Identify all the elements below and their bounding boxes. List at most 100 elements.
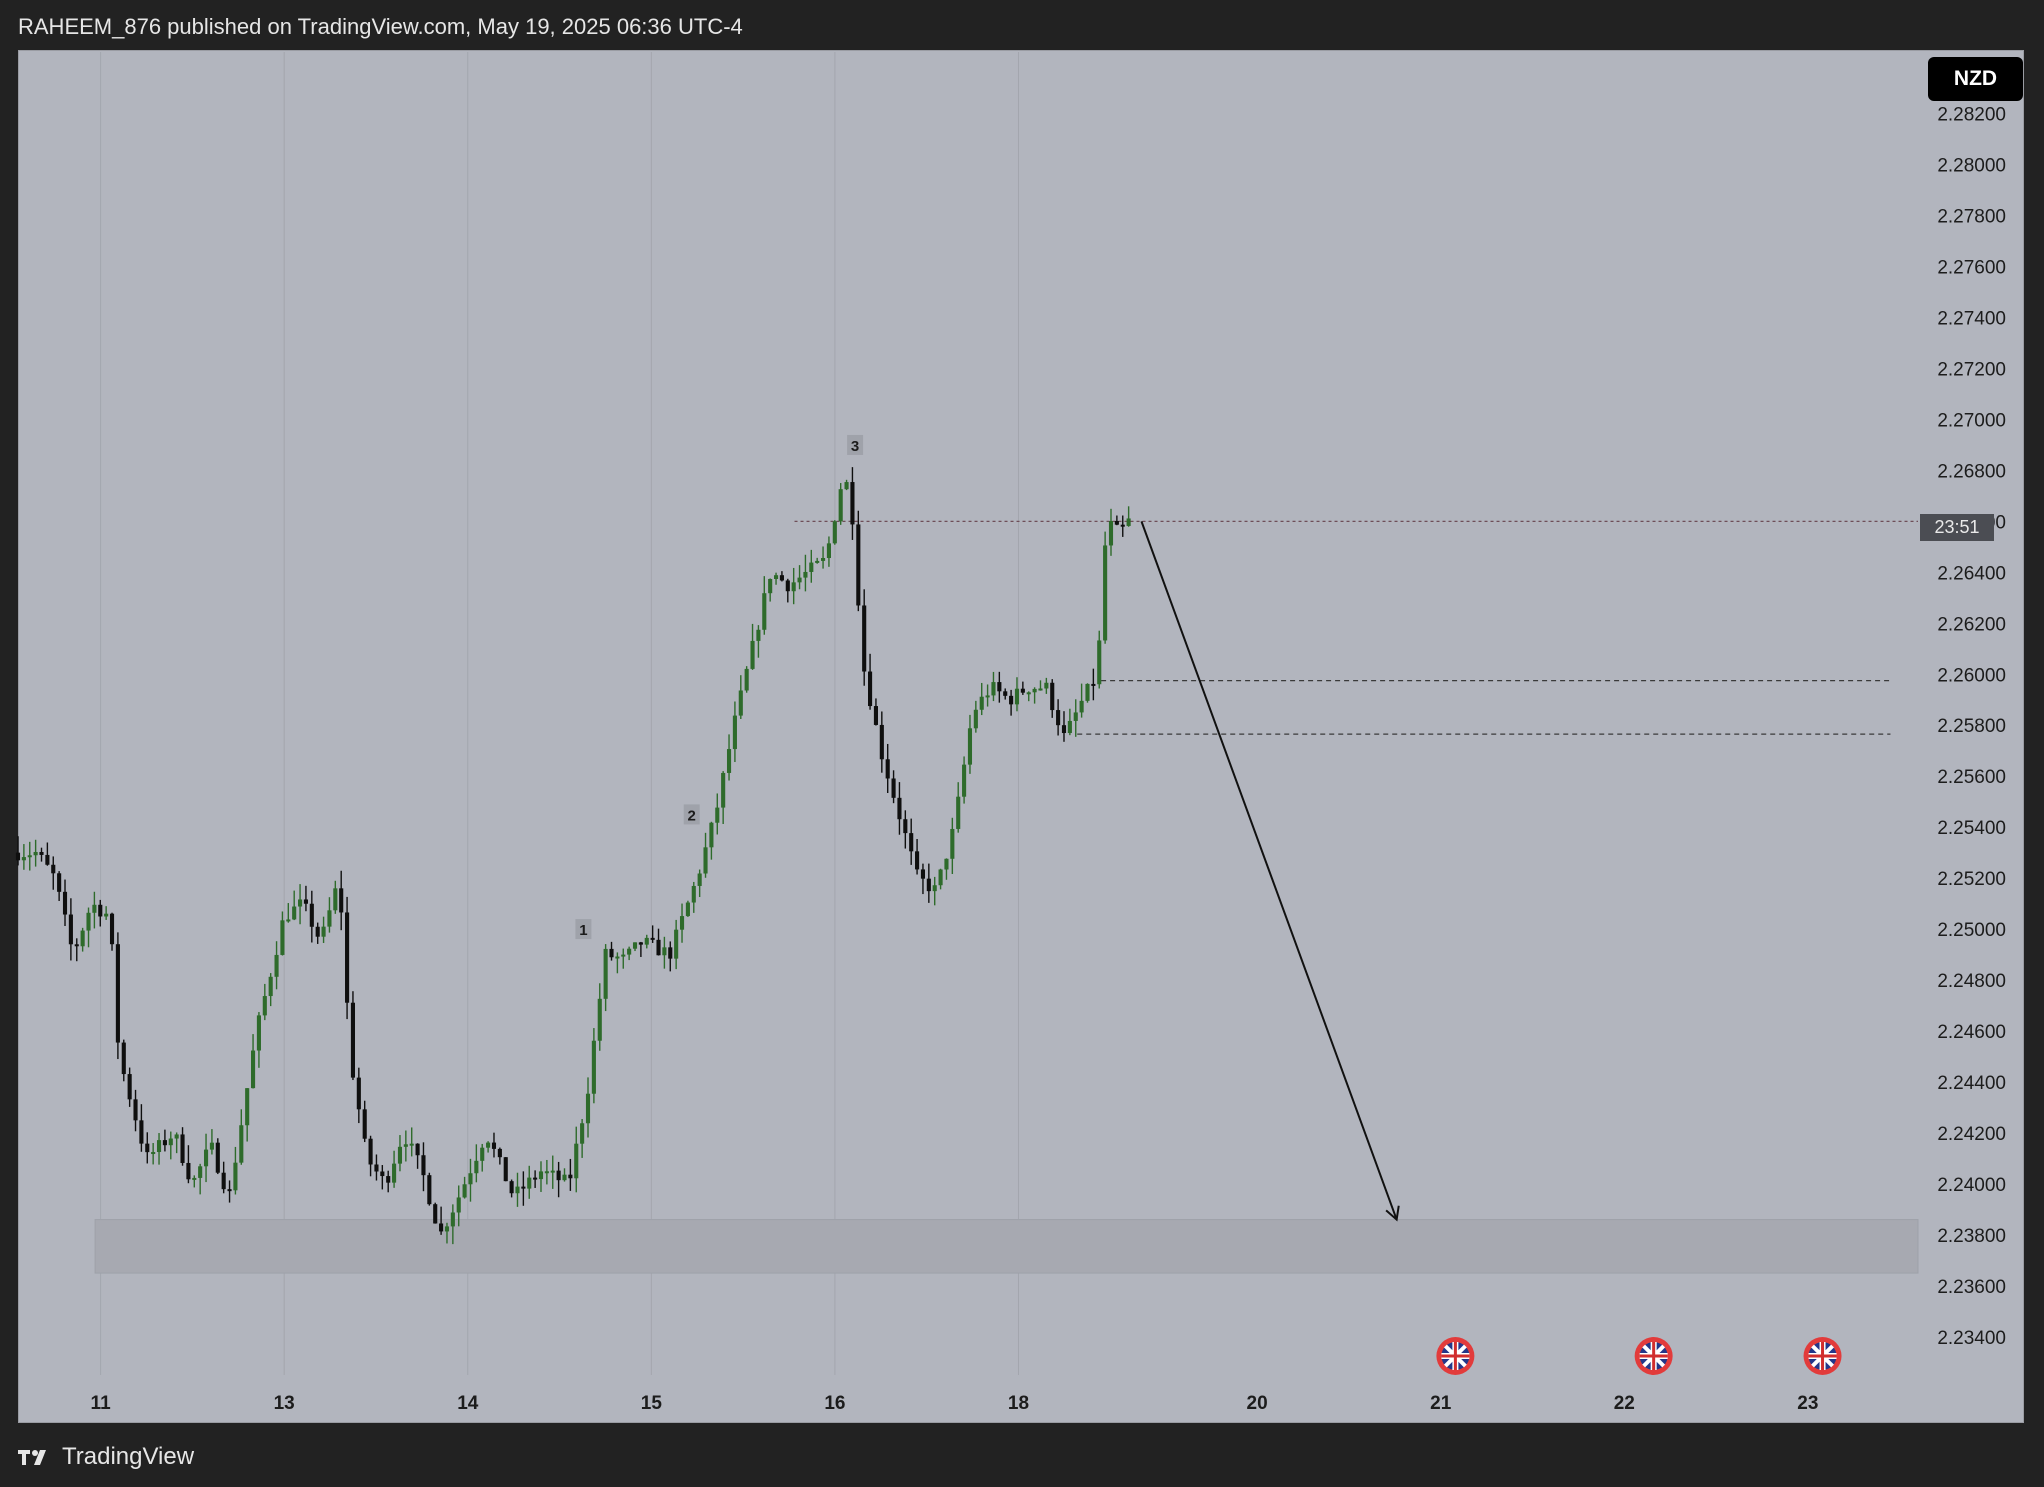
candle-body (726, 749, 732, 773)
candle-body (744, 668, 749, 691)
tradingview-logo-icon[interactable] (18, 1448, 54, 1466)
candle (145, 1132, 150, 1164)
candle-body (203, 1149, 209, 1167)
candle (1067, 708, 1072, 736)
candle-body (521, 1186, 526, 1189)
wave-label-text: 2 (688, 807, 696, 824)
candle-body (115, 944, 120, 1043)
candle-body (738, 690, 743, 716)
candle (345, 896, 350, 1020)
x-tick-label: 21 (1430, 1393, 1452, 1414)
candle (550, 1155, 555, 1189)
candle (315, 922, 320, 944)
candle (156, 1133, 162, 1165)
candle (474, 1144, 479, 1183)
candle (1085, 683, 1090, 703)
candle (309, 890, 314, 943)
candle-body (768, 578, 773, 594)
candle (1020, 681, 1025, 695)
candle-body (897, 797, 902, 820)
candle-body (15, 852, 21, 861)
y-tick-label: 2.24600 (1937, 1022, 2006, 1043)
candle-body (750, 640, 755, 669)
candle (868, 653, 873, 710)
projection-arrow-head (1385, 1205, 1400, 1222)
candle (785, 578, 790, 603)
candle (568, 1158, 573, 1191)
candle (662, 936, 667, 969)
candle-body (186, 1162, 191, 1180)
chart-area[interactable] (18, 50, 2024, 1423)
uk-flag-icon[interactable] (1634, 1337, 1673, 1375)
candle (627, 946, 632, 961)
support-zone-layer (94, 1219, 1919, 1274)
candle (1044, 677, 1049, 694)
y-tick-label: 2.23400 (1937, 1328, 2006, 1349)
candle (174, 1132, 179, 1154)
candle-body (926, 878, 931, 892)
x-tick-label: 14 (457, 1393, 479, 1414)
y-tick-label: 2.24000 (1937, 1175, 2006, 1196)
candle (956, 782, 961, 833)
candle-body (427, 1175, 432, 1205)
candle (1050, 679, 1055, 718)
candle-body (245, 1088, 250, 1126)
candle (527, 1165, 532, 1199)
candle-body (803, 571, 808, 578)
candle-body (574, 1143, 579, 1179)
candle (850, 467, 855, 540)
currency-badge[interactable]: NZD (1928, 57, 2023, 101)
candle (374, 1154, 379, 1181)
uk-flag-icon[interactable] (1803, 1337, 1842, 1375)
candle (997, 671, 1002, 703)
candle (256, 1012, 261, 1068)
candle (1061, 711, 1067, 742)
candle-body (145, 1143, 150, 1153)
candle-body (562, 1174, 567, 1181)
candle-body (538, 1171, 544, 1180)
candle-body (86, 912, 91, 931)
candle (609, 941, 614, 961)
candle (1073, 699, 1078, 737)
footer-brand[interactable]: TradingView (62, 1443, 195, 1470)
candle (750, 623, 755, 670)
candle (697, 869, 702, 898)
candle (298, 884, 303, 925)
candle (192, 1175, 197, 1188)
candle-body (39, 851, 44, 855)
candle (1032, 687, 1037, 704)
candle-body (374, 1164, 379, 1172)
x-tick-label: 13 (274, 1393, 295, 1414)
candle-body (621, 954, 626, 957)
candle (709, 821, 714, 860)
candle (721, 771, 726, 824)
candle-body (497, 1148, 502, 1158)
candle-body (1085, 683, 1090, 701)
candle-body (991, 682, 996, 696)
candle (797, 565, 802, 590)
candle (109, 912, 115, 951)
candle-body (356, 1077, 361, 1110)
x-tick-label: 23 (1797, 1393, 1818, 1414)
candle (245, 1088, 250, 1142)
uk-flag-icon[interactable] (1436, 1337, 1475, 1375)
candle (74, 938, 79, 962)
candle (268, 973, 273, 1007)
candle-body (409, 1143, 414, 1146)
y-tick-label: 2.23800 (1937, 1226, 2006, 1247)
candle-body (533, 1177, 538, 1180)
candle-body (215, 1142, 220, 1173)
candle (86, 907, 91, 948)
candle-body (1050, 682, 1055, 711)
candle-body (292, 906, 297, 920)
candle-body (68, 914, 73, 945)
candle (591, 1028, 596, 1104)
candle-body (891, 778, 896, 798)
candle (515, 1172, 520, 1207)
candle-body (685, 902, 690, 917)
candle (1026, 691, 1031, 702)
candle (209, 1129, 214, 1155)
candle (1003, 688, 1008, 700)
candle (538, 1161, 544, 1192)
